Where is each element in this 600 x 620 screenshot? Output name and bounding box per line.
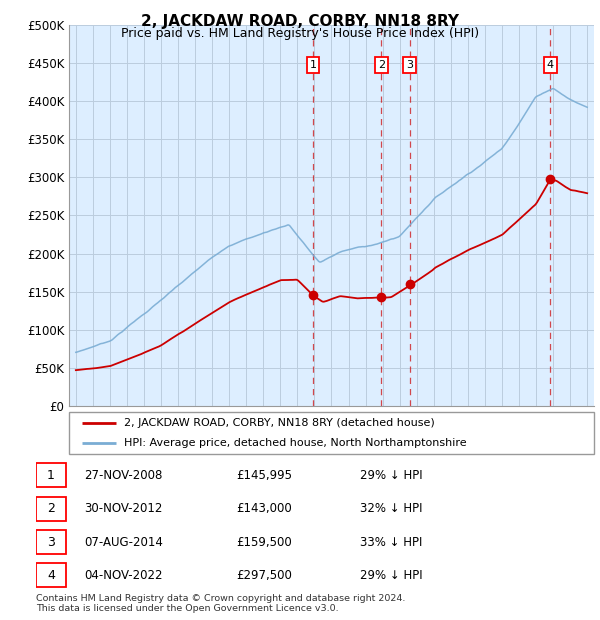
Text: £159,500: £159,500 bbox=[236, 536, 292, 549]
Text: 29% ↓ HPI: 29% ↓ HPI bbox=[360, 469, 422, 482]
Text: 2: 2 bbox=[378, 60, 385, 70]
Text: 2, JACKDAW ROAD, CORBY, NN18 8RY: 2, JACKDAW ROAD, CORBY, NN18 8RY bbox=[141, 14, 459, 29]
Text: 27-NOV-2008: 27-NOV-2008 bbox=[85, 469, 163, 482]
Text: 4: 4 bbox=[47, 569, 55, 582]
Text: 2: 2 bbox=[47, 502, 55, 515]
Text: 3: 3 bbox=[47, 536, 55, 549]
Text: £143,000: £143,000 bbox=[236, 502, 292, 515]
Text: £145,995: £145,995 bbox=[236, 469, 292, 482]
Text: 2, JACKDAW ROAD, CORBY, NN18 8RY (detached house): 2, JACKDAW ROAD, CORBY, NN18 8RY (detach… bbox=[124, 418, 435, 428]
Text: 04-NOV-2022: 04-NOV-2022 bbox=[85, 569, 163, 582]
Text: HPI: Average price, detached house, North Northamptonshire: HPI: Average price, detached house, Nort… bbox=[124, 438, 467, 448]
Text: 32% ↓ HPI: 32% ↓ HPI bbox=[360, 502, 422, 515]
FancyBboxPatch shape bbox=[36, 530, 66, 554]
Text: 33% ↓ HPI: 33% ↓ HPI bbox=[360, 536, 422, 549]
Text: 3: 3 bbox=[406, 60, 413, 70]
Text: 1: 1 bbox=[47, 469, 55, 482]
FancyBboxPatch shape bbox=[36, 497, 66, 521]
Text: 07-AUG-2014: 07-AUG-2014 bbox=[85, 536, 163, 549]
Text: 1: 1 bbox=[310, 60, 317, 70]
Text: Price paid vs. HM Land Registry's House Price Index (HPI): Price paid vs. HM Land Registry's House … bbox=[121, 27, 479, 40]
Text: 30-NOV-2012: 30-NOV-2012 bbox=[85, 502, 163, 515]
Text: Contains HM Land Registry data © Crown copyright and database right 2024.
This d: Contains HM Land Registry data © Crown c… bbox=[36, 594, 406, 613]
FancyBboxPatch shape bbox=[36, 564, 66, 587]
Text: £297,500: £297,500 bbox=[236, 569, 292, 582]
FancyBboxPatch shape bbox=[36, 464, 66, 487]
Text: 29% ↓ HPI: 29% ↓ HPI bbox=[360, 569, 422, 582]
Text: 4: 4 bbox=[547, 60, 554, 70]
